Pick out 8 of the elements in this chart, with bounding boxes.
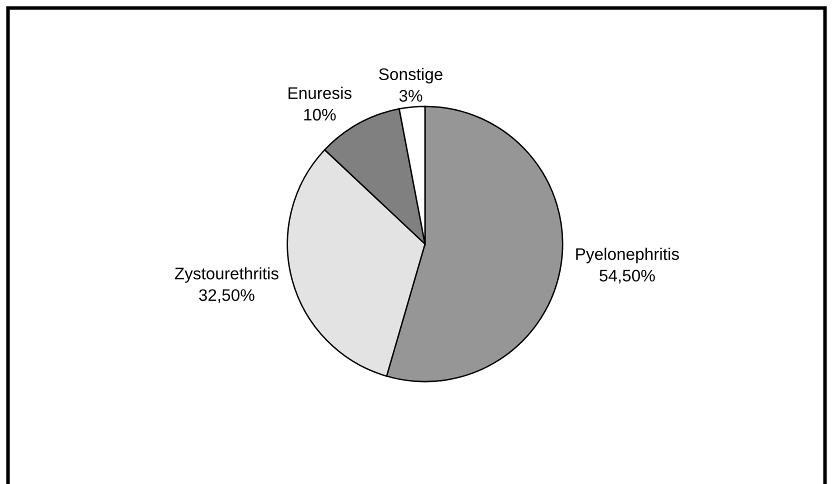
slice-label: Pyelonephritis [576,248,679,264]
slice-label: Zystourethritis [174,267,278,283]
data-label: 3% [399,90,422,102]
slice-label: Sonstige [379,68,442,84]
data-label: 32,50% [199,289,254,303]
data-label: 54,50% [600,270,655,284]
data-label: 10% [304,108,336,121]
slice-label: Enuresis [288,86,352,100]
